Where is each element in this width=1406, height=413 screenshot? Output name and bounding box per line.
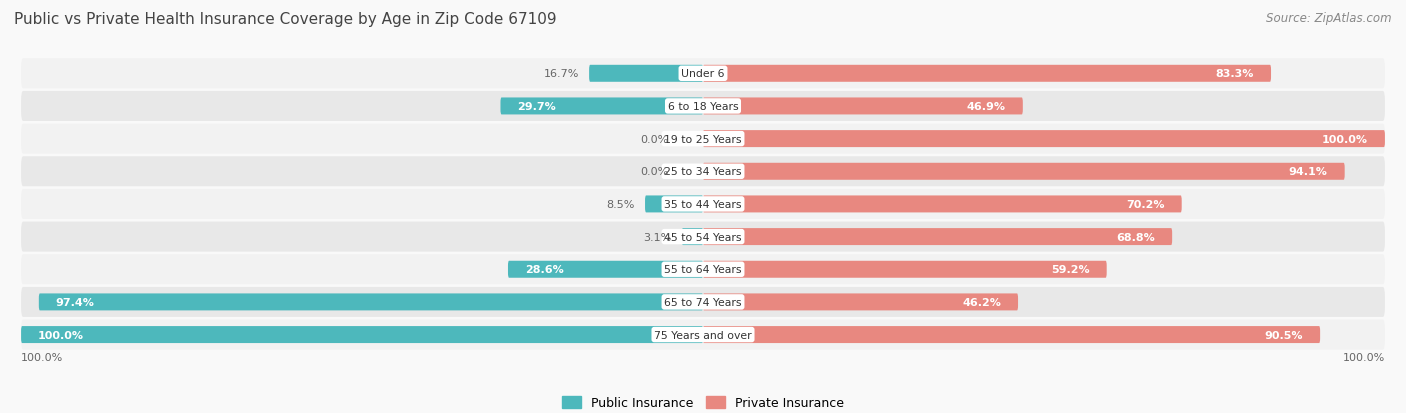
Legend: Public Insurance, Private Insurance: Public Insurance, Private Insurance xyxy=(562,396,844,409)
Text: Under 6: Under 6 xyxy=(682,69,724,79)
Text: 70.2%: 70.2% xyxy=(1126,199,1164,209)
Text: 46.9%: 46.9% xyxy=(967,102,1005,112)
Text: 6 to 18 Years: 6 to 18 Years xyxy=(668,102,738,112)
Text: 35 to 44 Years: 35 to 44 Years xyxy=(664,199,742,209)
FancyBboxPatch shape xyxy=(21,124,1385,154)
Text: 100.0%: 100.0% xyxy=(38,330,84,340)
FancyBboxPatch shape xyxy=(682,228,703,245)
FancyBboxPatch shape xyxy=(21,190,1385,219)
FancyBboxPatch shape xyxy=(645,196,703,213)
Text: 45 to 54 Years: 45 to 54 Years xyxy=(664,232,742,242)
Text: 83.3%: 83.3% xyxy=(1216,69,1254,79)
FancyBboxPatch shape xyxy=(21,59,1385,89)
Text: 19 to 25 Years: 19 to 25 Years xyxy=(664,134,742,144)
FancyBboxPatch shape xyxy=(508,261,703,278)
Text: 0.0%: 0.0% xyxy=(641,134,669,144)
FancyBboxPatch shape xyxy=(589,66,703,83)
Text: 28.6%: 28.6% xyxy=(524,265,564,275)
FancyBboxPatch shape xyxy=(703,326,1320,343)
FancyBboxPatch shape xyxy=(21,254,1385,285)
FancyBboxPatch shape xyxy=(703,66,1271,83)
Text: 97.4%: 97.4% xyxy=(56,297,94,307)
Text: 75 Years and over: 75 Years and over xyxy=(654,330,752,340)
FancyBboxPatch shape xyxy=(703,294,1018,311)
Text: Source: ZipAtlas.com: Source: ZipAtlas.com xyxy=(1267,12,1392,25)
Text: 100.0%: 100.0% xyxy=(1343,352,1385,362)
Text: 8.5%: 8.5% xyxy=(606,199,636,209)
FancyBboxPatch shape xyxy=(703,228,1173,245)
Text: 55 to 64 Years: 55 to 64 Years xyxy=(664,265,742,275)
Text: 0.0%: 0.0% xyxy=(641,167,669,177)
Text: 3.1%: 3.1% xyxy=(644,232,672,242)
FancyBboxPatch shape xyxy=(21,287,1385,317)
FancyBboxPatch shape xyxy=(703,98,1022,115)
Text: 100.0%: 100.0% xyxy=(1322,134,1368,144)
FancyBboxPatch shape xyxy=(501,98,703,115)
Text: 25 to 34 Years: 25 to 34 Years xyxy=(664,167,742,177)
FancyBboxPatch shape xyxy=(703,196,1181,213)
Text: 100.0%: 100.0% xyxy=(21,352,63,362)
FancyBboxPatch shape xyxy=(703,164,1344,180)
Text: 94.1%: 94.1% xyxy=(1289,167,1327,177)
FancyBboxPatch shape xyxy=(21,326,703,343)
FancyBboxPatch shape xyxy=(21,320,1385,350)
FancyBboxPatch shape xyxy=(21,222,1385,252)
FancyBboxPatch shape xyxy=(703,131,1385,148)
Text: 16.7%: 16.7% xyxy=(544,69,579,79)
Text: 59.2%: 59.2% xyxy=(1052,265,1090,275)
Text: 46.2%: 46.2% xyxy=(962,297,1001,307)
FancyBboxPatch shape xyxy=(21,157,1385,187)
FancyBboxPatch shape xyxy=(21,92,1385,122)
Text: 90.5%: 90.5% xyxy=(1264,330,1303,340)
Text: 68.8%: 68.8% xyxy=(1116,232,1156,242)
FancyBboxPatch shape xyxy=(703,261,1107,278)
Text: 29.7%: 29.7% xyxy=(517,102,557,112)
FancyBboxPatch shape xyxy=(39,294,703,311)
Text: Public vs Private Health Insurance Coverage by Age in Zip Code 67109: Public vs Private Health Insurance Cover… xyxy=(14,12,557,27)
Text: 65 to 74 Years: 65 to 74 Years xyxy=(664,297,742,307)
